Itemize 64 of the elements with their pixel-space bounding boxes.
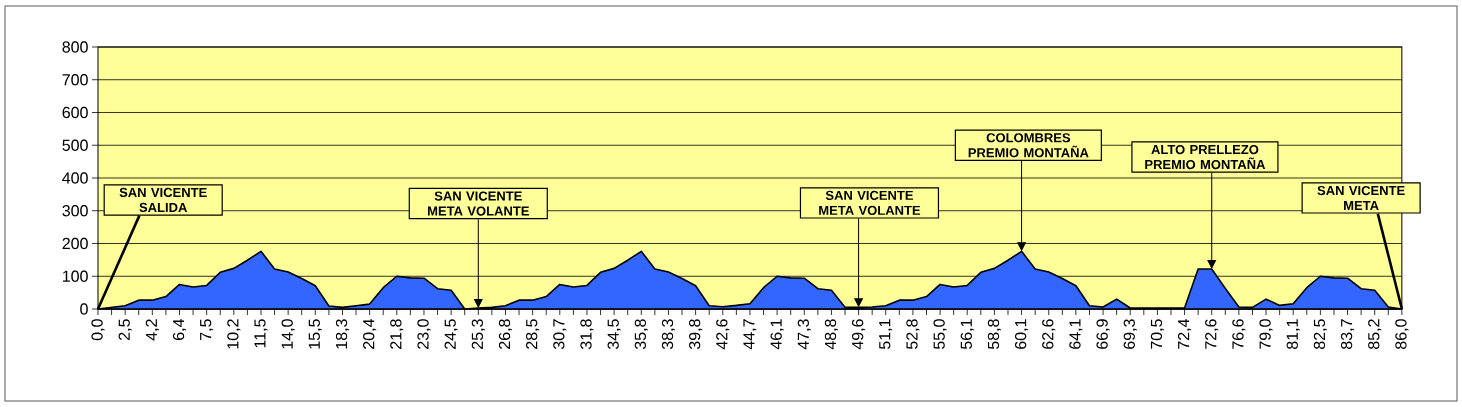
x-tick-label: 0,0 xyxy=(91,319,105,341)
x-tick-label: 83,7 xyxy=(1340,319,1355,349)
y-tick-label: 600 xyxy=(62,106,88,119)
x-tick-label: 11,5 xyxy=(254,319,268,348)
y-tick-label: 0 xyxy=(80,303,88,315)
x-tick-label: 82,5 xyxy=(1313,319,1327,349)
x-tick-label: 25,3 xyxy=(471,319,485,349)
x-tick-label: 44,7 xyxy=(743,319,757,350)
x-tick-label: 28,5 xyxy=(526,319,540,349)
x-tick-label: 64,1 xyxy=(1069,319,1083,349)
x-tick-label: 14,0 xyxy=(281,319,295,349)
y-tick-label: 200 xyxy=(62,237,88,250)
y-tick-label: 500 xyxy=(62,139,88,151)
y-tick-label: 100 xyxy=(63,270,88,282)
annotation: ALTO PRELLEZO PREMIO MONTAÑA xyxy=(1145,144,1266,170)
x-tick-label: 69,3 xyxy=(1123,319,1137,349)
x-tick-label: 70,5 xyxy=(1150,319,1164,349)
x-tick-label: 55,0 xyxy=(933,319,947,350)
x-tick-label: 60,1 xyxy=(1014,319,1029,349)
x-tick-label: 18,3 xyxy=(335,319,350,349)
x-tick-label: 76,6 xyxy=(1232,319,1246,349)
x-tick-label: 49,6 xyxy=(851,319,866,350)
x-tick-label: 21,8 xyxy=(390,319,404,349)
x-tick-label: 2,5 xyxy=(118,319,132,340)
annotation: SAN VICENTE META xyxy=(1317,185,1405,211)
x-tick-label: 26,8 xyxy=(498,319,513,349)
x-tick-label: 35,8 xyxy=(634,319,648,350)
x-tick-label: 66,9 xyxy=(1096,319,1110,349)
x-tick-label: 20,4 xyxy=(363,319,377,349)
x-tick-label: 72,6 xyxy=(1205,319,1219,349)
x-tick-label: 51,1 xyxy=(879,319,893,350)
x-tick-label: 62,6 xyxy=(1042,319,1056,349)
y-tick-label: 700 xyxy=(62,74,88,86)
x-tick-label: 6,4 xyxy=(172,319,187,340)
x-tick-label: 46,1 xyxy=(770,319,784,350)
x-tick-label: 79,0 xyxy=(1259,319,1273,349)
x-tick-label: 58,8 xyxy=(987,319,1002,350)
y-tick-label: 800 xyxy=(62,41,88,53)
x-tick-label: 86,0 xyxy=(1395,319,1409,349)
x-tick-label: 39,8 xyxy=(689,319,703,350)
x-tick-label: 72,4 xyxy=(1177,319,1192,349)
x-tick-label: 47,3 xyxy=(797,319,811,350)
y-tick-label: 300 xyxy=(62,205,88,217)
x-tick-label: 34,5 xyxy=(607,319,621,350)
x-tick-label: 15,5 xyxy=(308,319,322,349)
x-tick-label: 23,0 xyxy=(417,319,431,349)
y-tick-label: 400 xyxy=(62,172,88,184)
annotation: COLOMBRES PREMIO MONTAÑA xyxy=(968,133,1089,158)
x-tick-label: 85,2 xyxy=(1368,319,1382,349)
x-tick-label: 81,1 xyxy=(1286,319,1300,349)
x-tick-label: 48,8 xyxy=(824,319,839,350)
x-tick-label: 42,6 xyxy=(716,319,730,350)
x-tick-label: 4,2 xyxy=(145,319,159,341)
x-tick-label: 24,5 xyxy=(444,319,458,349)
x-tick-label: 52,8 xyxy=(906,319,920,350)
annotation: SAN VICENTE META VOLANTE xyxy=(819,190,921,215)
x-tick-label: 38,3 xyxy=(661,319,676,350)
x-tick-label: 7,5 xyxy=(200,319,214,340)
x-tick-label: 10,2 xyxy=(227,319,241,349)
annotation: SAN VICENTE META VOLANTE xyxy=(428,191,529,216)
x-tick-label: 56,1 xyxy=(960,319,974,350)
annotation: SAN VICENTE SALIDA xyxy=(119,187,207,213)
x-tick-label: 31,8 xyxy=(580,319,594,350)
x-tick-label: 30,7 xyxy=(553,319,567,350)
